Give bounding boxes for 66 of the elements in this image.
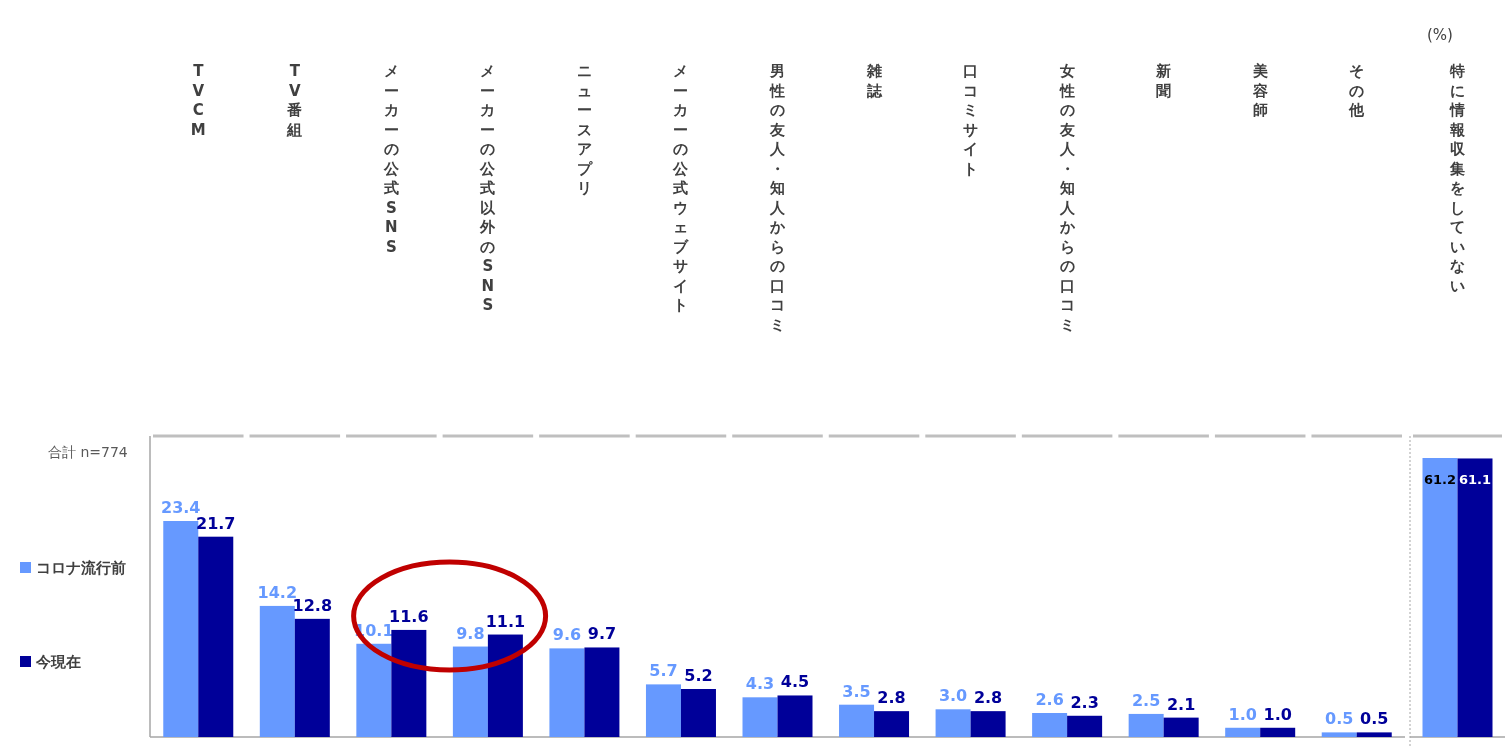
bar xyxy=(680,689,716,737)
bar xyxy=(645,684,681,737)
category-label: 男性の友人・知人からの口コミ xyxy=(770,62,785,334)
data-label: 1.0 xyxy=(1228,704,1257,724)
bar xyxy=(1067,715,1103,737)
data-label: 9.8 xyxy=(456,623,485,643)
data-label: 9.7 xyxy=(587,624,617,644)
category-label: メーカーの公式ウェブサイト xyxy=(673,62,689,314)
data-label: 4.5 xyxy=(780,672,810,692)
data-label: 0.5 xyxy=(1325,709,1354,729)
category-label: メーカーの公式以外のSNS xyxy=(480,62,496,314)
x-tick-label: ニュースアプリ xyxy=(576,62,593,197)
x-tick-label: その他 xyxy=(1348,62,1366,119)
data-label: 5.2 xyxy=(684,666,713,685)
bar xyxy=(777,695,813,737)
bar xyxy=(1321,732,1357,737)
data-label: 61.2 xyxy=(1423,472,1457,487)
bar xyxy=(549,648,585,737)
bar xyxy=(391,629,427,737)
data-label: 0.5 xyxy=(1360,709,1389,729)
data-label: 3.5 xyxy=(842,681,871,701)
bar xyxy=(970,711,1006,737)
bar xyxy=(356,643,392,737)
x-tick-label: TV番組 xyxy=(286,62,303,139)
x-tick-label: 新聞 xyxy=(1155,62,1172,100)
x-tick-label: 美容師 xyxy=(1251,62,1268,119)
data-label: 11.1 xyxy=(485,611,526,631)
data-label: 1.0 xyxy=(1263,704,1292,724)
data-label: 2.8 xyxy=(973,688,1003,708)
bar xyxy=(839,704,875,737)
data-label: 3.0 xyxy=(938,686,968,706)
data-label: 2.8 xyxy=(877,688,906,708)
bar xyxy=(198,536,234,737)
data-label: 9.6 xyxy=(552,625,582,645)
data-label: 2.6 xyxy=(1035,690,1064,709)
bar xyxy=(1032,713,1068,737)
category-label: 女性の友人・知人からの口コミ xyxy=(1059,62,1075,334)
category-label: 特に情報収集をしていない xyxy=(1450,62,1465,295)
bar xyxy=(935,709,971,737)
data-label: 2.1 xyxy=(1166,694,1196,714)
x-tick-label: 口コミサイト xyxy=(963,62,979,178)
bar xyxy=(1163,717,1199,737)
legend-label: コロナ流行前 xyxy=(36,559,126,577)
legend-label: 今現在 xyxy=(35,653,81,671)
bar xyxy=(294,618,330,737)
text: (%) xyxy=(1427,26,1453,44)
data-label: 11.6 xyxy=(389,606,429,626)
bar xyxy=(874,711,910,737)
data-label: 61.1 xyxy=(1458,472,1492,488)
data-label: 2.3 xyxy=(1070,692,1099,712)
bar xyxy=(487,634,523,737)
bar xyxy=(1260,727,1296,737)
x-tick-label: TVCM xyxy=(190,62,206,139)
bar xyxy=(1356,732,1392,737)
bar xyxy=(1225,727,1261,737)
category-label: メーカーの公式SNS xyxy=(383,62,399,256)
data-label: 5.7 xyxy=(649,661,678,681)
data-label: 2.5 xyxy=(1131,690,1161,710)
bar xyxy=(584,647,620,737)
text: 合計 n=774 xyxy=(48,444,128,460)
bar xyxy=(1128,713,1164,737)
bar xyxy=(452,646,488,737)
bar xyxy=(742,697,778,737)
x-tick-label: 雑誌 xyxy=(865,62,883,100)
bar xyxy=(163,521,199,737)
data-label: 4.3 xyxy=(745,674,775,694)
